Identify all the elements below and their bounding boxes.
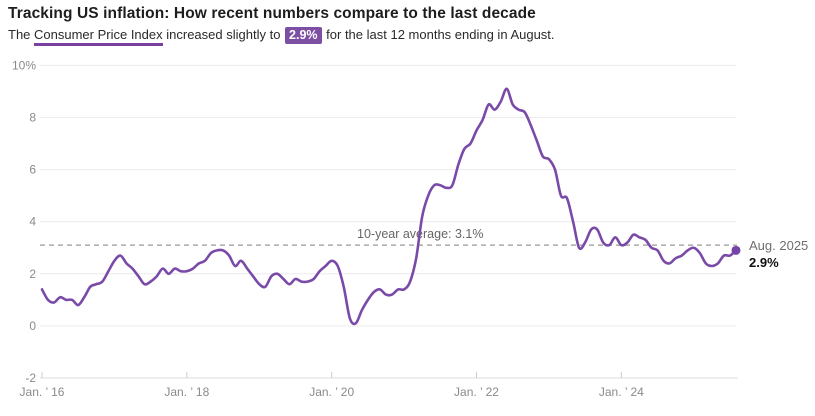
y-axis-label: 8 <box>29 111 36 125</box>
x-axis-label: Jan. ’ 24 <box>599 385 644 399</box>
x-axis-label: Jan. ’ 22 <box>454 385 499 399</box>
cpi-series-line <box>40 87 738 326</box>
latest-point-date: Aug. 2025 <box>749 238 808 253</box>
subtitle-mid: increased slightly to <box>162 27 285 42</box>
latest-point-marker <box>731 245 741 255</box>
y-axis-label: 0 <box>29 319 36 333</box>
x-axis-label: Jan. ’ 16 <box>20 385 65 399</box>
cpi-index-link[interactable]: Consumer Price Index <box>34 27 163 46</box>
y-axis-label: 10% <box>12 58 36 72</box>
x-axis: Jan. ’ 16 Jan. ’ 18 Jan. ’ 20 Jan. ’ 22 Jan.… <box>20 372 644 399</box>
x-axis-label: Jan. ’ 20 <box>309 385 354 399</box>
y-axis-label: 2 <box>29 267 36 281</box>
x-axis-label: Jan. ’ 18 <box>164 385 209 399</box>
chart-subtitle: The Consumer Price Index increased sligh… <box>8 27 555 46</box>
y-axis-label: -2 <box>25 371 36 385</box>
subtitle-prefix: The <box>8 27 35 42</box>
y-axis-labels: 10% 8 6 4 2 0 -2 <box>12 58 36 385</box>
y-axis-label: 6 <box>29 163 36 177</box>
subtitle-suffix: for the last 12 months ending in August. <box>322 27 555 42</box>
current-rate-badge: 2.9% <box>285 27 322 44</box>
page-title: Tracking US inflation: How recent number… <box>8 5 536 22</box>
latest-point-value: 2.9% <box>749 255 779 270</box>
gridlines <box>40 64 738 379</box>
y-axis-label: 4 <box>29 215 36 229</box>
